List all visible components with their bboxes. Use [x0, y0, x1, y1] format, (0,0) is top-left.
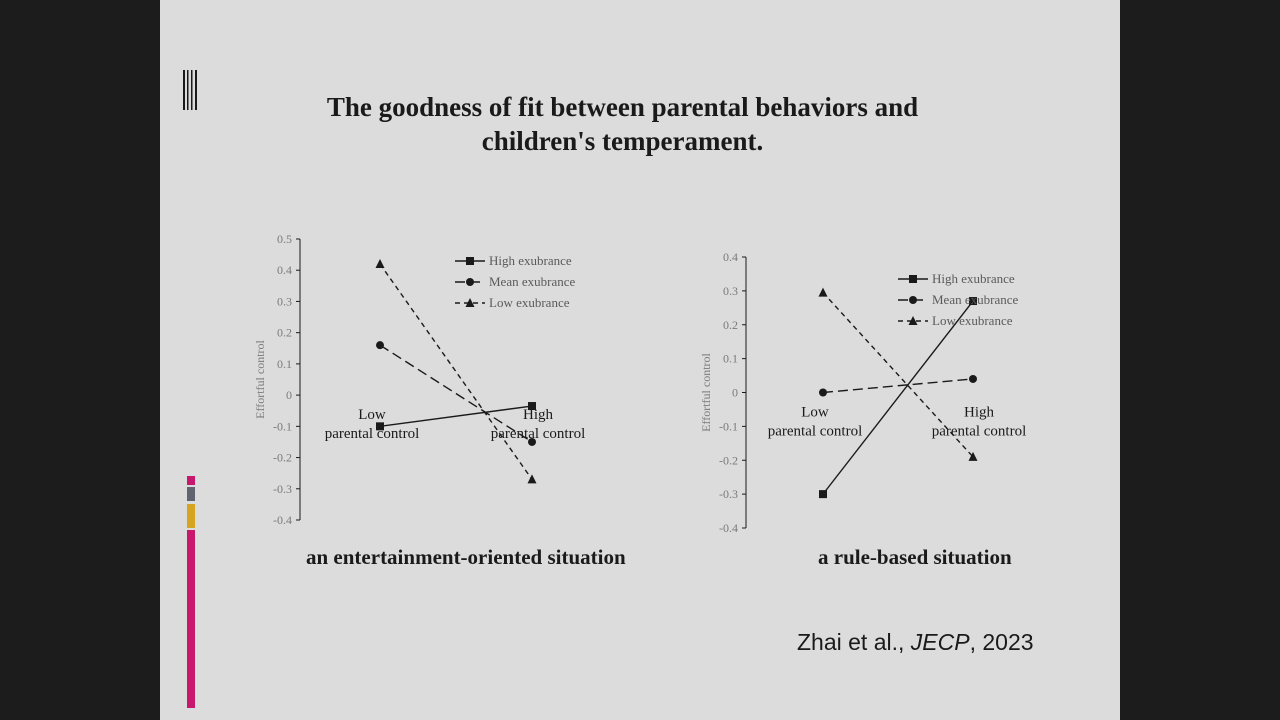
y-tick-label: -0.4 — [719, 521, 738, 535]
series-line — [822, 300, 974, 495]
category-label: parental control — [325, 426, 420, 442]
legend-circle-icon — [466, 278, 474, 286]
data-point-square — [819, 490, 827, 499]
series-line — [822, 378, 974, 394]
legend-triangle-icon — [465, 298, 475, 307]
data-point-circle — [819, 388, 827, 397]
legend-square-icon — [466, 257, 474, 265]
data-point-triangle — [968, 451, 978, 461]
chart-entertainment: 0.5 0.4 0.3 0.2 0.1 0 -0.1 -0.2 -0.3 -0.4 Effortfu… — [253, 232, 586, 527]
data-point-circle — [528, 437, 536, 446]
y-axis-label: Effortful control — [253, 339, 267, 418]
data-point-triangle — [375, 258, 385, 268]
category-label: High — [523, 407, 554, 423]
series-circle — [819, 374, 977, 397]
legend-entry: Mean exubrance — [455, 274, 575, 289]
legend-entry: Low exubrance — [455, 295, 570, 310]
data-point-circle — [969, 374, 977, 383]
accent-color-bar — [187, 476, 195, 708]
y-tick-label: 0.1 — [723, 352, 738, 366]
citation-year: , 2023 — [969, 629, 1034, 655]
series-line — [379, 405, 533, 428]
category-label: parental control — [932, 424, 1027, 440]
legend-label: Low exubrance — [932, 313, 1013, 328]
accent-gold — [187, 504, 195, 528]
chart-caption-rule-based: a rule-based situation — [818, 545, 1012, 569]
y-tick-label: 0.3 — [277, 294, 292, 308]
category-label: Low — [801, 405, 829, 421]
accent-magenta — [187, 530, 195, 708]
citation-authors: Zhai et al., — [797, 629, 911, 655]
series-line — [822, 292, 974, 458]
category-label: Low — [358, 407, 386, 423]
legend-label: Mean exubrance — [932, 292, 1018, 307]
y-tick-label: -0.2 — [273, 451, 292, 465]
chart-rule-based: 0.4 0.3 0.2 0.1 0 -0.1 -0.2 -0.3 -0.4 Effortful c… — [699, 250, 1027, 535]
y-tick-label: 0.4 — [723, 250, 738, 264]
data-point-square — [969, 297, 977, 306]
legend-entry: High exubrance — [455, 253, 572, 268]
legend-circle-icon — [909, 296, 917, 304]
slide-title: The goodness of fit between parental beh… — [326, 92, 919, 156]
legend-label: High exubrance — [489, 253, 572, 268]
legend-entry: Mean exubrance — [898, 292, 1018, 307]
data-point-triangle — [527, 474, 537, 484]
y-tick-label: -0.3 — [273, 482, 292, 496]
legend-label: High exubrance — [932, 271, 1015, 286]
y-tick-label: -0.3 — [719, 487, 738, 501]
slide: The goodness of fit between parental beh… — [160, 0, 1120, 720]
category-label: High — [964, 405, 995, 421]
y-tick-label: -0.1 — [719, 419, 738, 433]
barcode-lines-icon — [183, 70, 197, 110]
y-axis-label: Effortful control — [699, 352, 713, 431]
accent-gray — [187, 487, 195, 501]
y-tick-label: 0.3 — [723, 284, 738, 298]
y-tick-label: 0.2 — [277, 326, 292, 340]
data-point-circle — [376, 341, 384, 350]
category-label: parental control — [768, 424, 863, 440]
series-circle — [376, 341, 536, 446]
series-square — [819, 297, 977, 499]
legend-square-icon — [909, 275, 917, 283]
y-tick-label: 0.1 — [277, 357, 292, 371]
y-tick-label: 0.2 — [723, 318, 738, 332]
legend-label: Low exubrance — [489, 295, 570, 310]
series-square — [376, 402, 536, 431]
legend-entry: High exubrance — [898, 271, 1015, 286]
data-point-square — [528, 402, 536, 411]
category-label: parental control — [491, 426, 586, 442]
y-tick-label: -0.1 — [273, 419, 292, 433]
data-point-square — [376, 422, 384, 431]
y-tick-label: 0.5 — [277, 232, 292, 246]
y-tick-label: -0.4 — [273, 513, 292, 527]
y-tick-label: 0 — [286, 388, 292, 402]
legend-triangle-icon — [908, 316, 918, 325]
y-tick-label: 0 — [732, 386, 738, 400]
series-triangle — [375, 258, 537, 484]
y-tick-label: -0.2 — [719, 453, 738, 467]
series-line — [379, 263, 533, 480]
legend-label: Mean exubrance — [489, 274, 575, 289]
series-line — [379, 344, 533, 443]
citation-journal: JECP — [910, 629, 970, 655]
data-point-triangle — [818, 287, 828, 297]
legend-entry: Low exubrance — [898, 313, 1013, 328]
chart-caption-entertainment: an entertainment-oriented situation — [306, 545, 626, 569]
y-tick-label: 0.4 — [277, 263, 292, 277]
accent-magenta-top — [187, 476, 195, 485]
series-triangle — [818, 287, 978, 461]
citation: Zhai et al., JECP, 2023 — [797, 629, 1034, 656]
